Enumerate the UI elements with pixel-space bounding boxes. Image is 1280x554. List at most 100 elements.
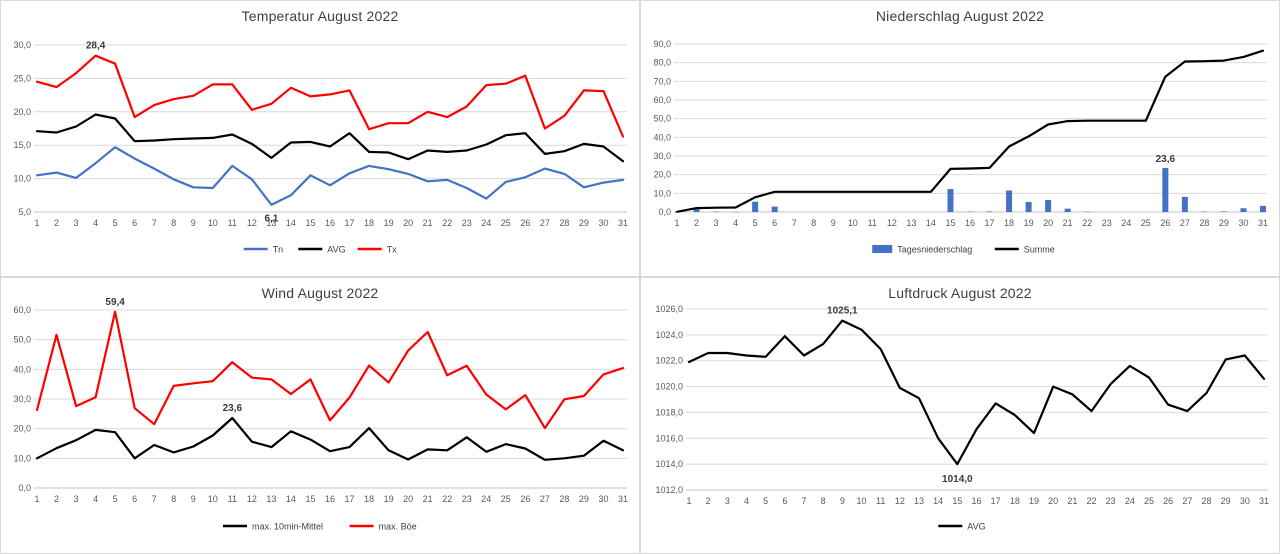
x-tick-label: 24 xyxy=(1121,218,1131,228)
y-tick-label: 20,0 xyxy=(13,424,31,434)
x-tick-label: 19 xyxy=(384,494,394,504)
y-axis-labels: 0,0 10,0 20,0 30,0 40,0 50,0 60,0 70,0 80,0 90,0 xyxy=(653,39,671,217)
x-tick-label: 3 xyxy=(714,218,719,228)
x-axis-labels: 1 2 3 4 5 6 7 8 9 10 11 12 13 14 15 16 17 18 19 20 21 22 23 24 2… xyxy=(674,218,1268,228)
x-axis-labels: 1 2 3 4 5 6 7 8 9 10 11 12 13 14 15 16 17 18 19 20 21 22 23 24 2… xyxy=(686,496,1269,506)
x-tick-label: 20 xyxy=(1048,496,1058,506)
x-tick-label: 9 xyxy=(191,218,196,228)
y-tick-label: 1026,0 xyxy=(655,304,683,314)
x-tick-label: 30 xyxy=(598,494,608,504)
x-tick-label: 5 xyxy=(763,496,768,506)
x-tick-label: 14 xyxy=(286,218,296,228)
x-tick-label: 13 xyxy=(906,218,916,228)
x-tick-label: 2 xyxy=(54,494,59,504)
x-tick-label: 15 xyxy=(305,494,315,504)
y-axis-labels: 0,0 10,0 20,0 30,0 40,0 50,0 60,0 xyxy=(13,305,31,493)
x-tick-label: 3 xyxy=(74,494,79,504)
y-tick-label: 1014,0 xyxy=(655,459,683,469)
legend-label: AVG xyxy=(327,245,345,255)
x-tick-label: 9 xyxy=(840,496,845,506)
x-tick-label: 13 xyxy=(266,218,276,228)
legend-item-tagesniederschlag: Tagesniederschlag xyxy=(872,245,972,255)
x-tick-label: 26 xyxy=(520,218,530,228)
y-tick-label: 60,0 xyxy=(653,95,671,105)
y-tick-label: 0,0 xyxy=(658,207,671,217)
y-tick-label: 50,0 xyxy=(653,114,671,124)
y-axis-labels: 1012,0 1014,0 1016,0 1018,0 1020,0 1022,0 1024… xyxy=(655,304,683,495)
y-tick-label: 30,0 xyxy=(13,40,31,50)
y-tick-label: 20,0 xyxy=(653,170,671,180)
chart-title-luftdruck: Luftdruck August 2022 xyxy=(888,285,1032,301)
temperatur-chart: 5,010,015,020,025,030,01 2 3 4 5 6 7 8 9 10 11 12 13… xyxy=(13,40,628,255)
y-tick-label: 80,0 xyxy=(653,58,671,68)
x-tick-label: 23 xyxy=(462,218,472,228)
x-tick-label: 12 xyxy=(247,218,257,228)
y-tick-label: 1016,0 xyxy=(655,433,683,443)
legend: AVG xyxy=(938,522,986,532)
panel-niederschlag: 0,0 10,0 20,0 30,0 40,0 50,0 60,0 70,0 80,0 90,0 1… xyxy=(640,0,1280,277)
y-tick-label: 25,0 xyxy=(13,73,31,83)
x-tick-label: 26 xyxy=(1160,218,1170,228)
x-tick-label: 20 xyxy=(403,494,413,504)
x-tick-label: 18 xyxy=(1010,496,1020,506)
x-tick-label: 14 xyxy=(286,494,296,504)
bar xyxy=(771,206,778,212)
series-line-max-10min-mittel xyxy=(35,416,625,461)
data-label-23-6: 23,6 xyxy=(1156,154,1176,165)
y-tick-label: 30,0 xyxy=(653,151,671,161)
x-tick-label: 27 xyxy=(1180,218,1190,228)
y-tick-label: 10,0 xyxy=(13,174,31,184)
chart-title-wind: Wind August 2022 xyxy=(261,285,379,301)
x-tick-label: 9 xyxy=(831,218,836,228)
x-tick-label: 1 xyxy=(686,496,691,506)
y-tick-label: 70,0 xyxy=(653,76,671,86)
x-tick-label: 14 xyxy=(926,218,936,228)
data-label-23-6: 23,6 xyxy=(223,403,243,414)
data-label-28-4: 28,4 xyxy=(86,41,106,52)
y-axis-labels: 5,0 10,0 15,0 20,0 25,0 30,0 xyxy=(13,40,31,217)
x-tick-label: 5 xyxy=(113,218,118,228)
legend-label: Tx xyxy=(387,245,397,255)
gridlines xyxy=(686,308,1268,491)
x-tick-label: 24 xyxy=(1125,496,1135,506)
x-tick-label: 16 xyxy=(965,218,975,228)
x-tick-label: 29 xyxy=(1221,496,1231,506)
legend-item-avg: AVG xyxy=(298,245,346,255)
gridlines xyxy=(674,43,1267,213)
x-tick-label: 26 xyxy=(1163,496,1173,506)
x-tick-label: 23 xyxy=(1106,496,1116,506)
x-tick-label: 28 xyxy=(559,494,569,504)
x-tick-label: 20 xyxy=(1043,218,1053,228)
niederschlag-chart: 0,0 10,0 20,0 30,0 40,0 50,0 60,0 70,0 80,0 90,0 1… xyxy=(653,39,1268,255)
x-tick-label: 1 xyxy=(34,218,39,228)
chart-title-niederschlag: Niederschlag August 2022 xyxy=(875,8,1045,24)
legend-item-tx: Tx xyxy=(357,245,397,255)
gridlines xyxy=(34,309,627,489)
y-tick-label: 0,0 xyxy=(18,483,31,493)
x-tick-label: 15 xyxy=(945,218,955,228)
x-tick-label: 4 xyxy=(93,218,98,228)
legend-label: Summe xyxy=(1024,245,1055,255)
x-tick-label: 21 xyxy=(1067,496,1077,506)
legend-item-summe: Summe xyxy=(994,245,1055,255)
x-tick-label: 17 xyxy=(985,218,995,228)
bar xyxy=(1006,190,1013,212)
x-tick-label: 22 xyxy=(1082,218,1092,228)
data-label-1014-0: 1014,0 xyxy=(942,474,973,485)
x-tick-label: 5 xyxy=(753,218,758,228)
x-tick-label: 4 xyxy=(93,494,98,504)
y-tick-label: 20,0 xyxy=(13,107,31,117)
y-tick-label: 1018,0 xyxy=(655,407,683,417)
y-tick-label: 60,0 xyxy=(13,305,31,315)
y-tick-label: 15,0 xyxy=(13,140,31,150)
x-tick-label: 30 xyxy=(1238,218,1248,228)
x-tick-label: 19 xyxy=(1024,218,1034,228)
x-tick-label: 11 xyxy=(876,496,885,506)
panel-temperatur: 5,0 10,0 15,0 20,0 25,0 30,0 1 2 3 4 5 6 7 8 9 10 11 12 13… xyxy=(0,0,640,277)
x-tick-label: 12 xyxy=(247,494,257,504)
panel-luftdruck: 1012,0 1014,0 1016,0 1018,0 1020,0 1022,0 1024… xyxy=(640,277,1280,554)
x-tick-label: 6 xyxy=(132,494,137,504)
legend-label: max. 10min-Mittel xyxy=(252,522,323,532)
bar xyxy=(1064,208,1071,212)
